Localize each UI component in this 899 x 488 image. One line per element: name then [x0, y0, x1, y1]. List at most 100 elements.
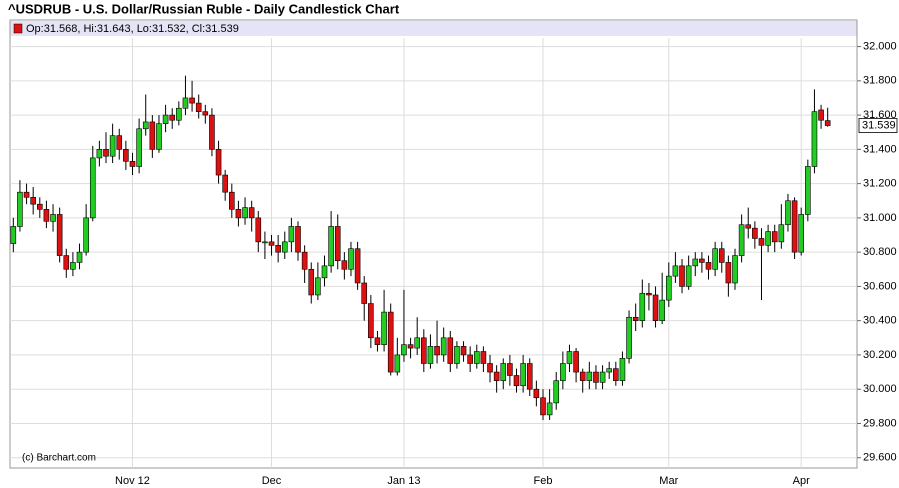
legend-text: Op:31.568, Hi:31.643, Lo:31.532, Cl:31.5… — [26, 23, 239, 35]
candle-body — [235, 209, 242, 219]
candle-body — [454, 346, 460, 364]
candle-body — [447, 337, 454, 364]
candle-body — [679, 265, 685, 287]
candle-body — [745, 224, 752, 229]
candle-body — [785, 200, 791, 226]
candle-body — [685, 265, 692, 287]
candle-body — [752, 227, 758, 239]
candle-body — [560, 363, 566, 381]
candle-body — [646, 292, 652, 296]
candle-body — [23, 191, 30, 198]
candle-body — [248, 207, 255, 219]
candle-body — [195, 102, 202, 112]
candle-body — [262, 241, 268, 244]
watermark: (c) Barchart.com — [22, 453, 96, 464]
candle-body — [791, 200, 798, 253]
candle-body — [434, 346, 440, 356]
candle-body — [308, 268, 315, 296]
legend-swatch — [13, 23, 23, 34]
y-tick-label: 30.800 — [863, 246, 897, 258]
candle-body — [732, 255, 738, 284]
candle-body — [526, 363, 533, 390]
y-tick-label: 31.800 — [863, 75, 897, 87]
candle-body — [222, 174, 228, 193]
candle-body — [758, 238, 765, 246]
candle-body — [209, 114, 215, 150]
candle-body — [665, 275, 672, 301]
candle-body — [613, 368, 619, 381]
candle-body — [593, 371, 599, 383]
candle-body — [573, 351, 579, 373]
candle-body — [374, 337, 381, 345]
candle-body — [520, 363, 526, 387]
y-tick-label: 30.600 — [863, 280, 897, 292]
candle-body — [467, 354, 473, 364]
candle-body — [778, 224, 785, 243]
candle-body — [169, 114, 176, 121]
x-tick-label: Nov 12 — [115, 475, 150, 487]
candle-body — [487, 363, 493, 373]
candle-body — [407, 344, 414, 349]
candle-body — [96, 149, 103, 159]
candle-body — [540, 397, 546, 416]
candle-body — [341, 260, 348, 270]
plot-frame — [9, 19, 858, 469]
last-price-box — [858, 118, 898, 133]
y-tick-label: 30.000 — [863, 383, 897, 395]
candle-body — [182, 97, 189, 109]
grid: 29.600 29.800 30.000 30.200 30.400 30.600 30.8… — [10, 38, 898, 487]
candle-body — [328, 226, 334, 267]
candle-body — [824, 120, 831, 126]
candle-body — [288, 226, 295, 243]
candle-body — [586, 371, 593, 381]
y-tick-label: 31.600 — [863, 109, 897, 121]
candle-body — [639, 292, 646, 321]
candle-body — [699, 258, 705, 263]
candle-body — [712, 248, 718, 270]
candle-body — [368, 303, 374, 339]
candle-body — [427, 346, 434, 364]
x-tick-label: Mar — [659, 475, 678, 487]
candle-body — [692, 258, 699, 267]
y-tick-label: 31.200 — [863, 178, 897, 190]
candle-body — [215, 149, 222, 176]
candle-body — [401, 344, 407, 356]
chart-title: ^USDRUB - U.S. Dollar/Russian Ruble - Da… — [8, 1, 400, 16]
candle-body — [553, 380, 560, 404]
candle-body — [17, 191, 23, 227]
y-tick-label: 32.000 — [863, 40, 897, 52]
candle-body — [295, 226, 301, 253]
x-tick-label: Jan 13 — [387, 475, 420, 487]
candle-body — [103, 149, 109, 157]
candle-body — [268, 241, 275, 246]
x-tick-label: Apr — [793, 475, 810, 487]
candle-body — [387, 311, 394, 373]
candle-body — [579, 371, 586, 381]
candle-body — [56, 214, 63, 256]
candle-body — [315, 277, 321, 296]
candle-body — [599, 371, 606, 383]
candle-body — [89, 157, 96, 219]
candle-body — [765, 231, 771, 246]
candle-body — [242, 207, 248, 219]
candle-body — [162, 114, 169, 124]
y-tick-label: 30.400 — [863, 315, 897, 327]
candle-body — [129, 161, 136, 167]
candle-body — [533, 388, 540, 399]
candle-body — [811, 111, 818, 167]
candle-body — [507, 363, 513, 376]
candle-body — [381, 311, 387, 345]
y-tick-label: 30.200 — [863, 349, 897, 361]
legend-band — [10, 21, 857, 36]
candle-body — [142, 121, 149, 130]
candle-body — [229, 191, 235, 210]
candle-body — [493, 371, 500, 381]
x-tick-label: Dec — [262, 475, 282, 487]
candle-body — [149, 121, 156, 150]
candle-body — [725, 262, 732, 284]
candle-body — [10, 226, 17, 244]
candle-body — [202, 111, 209, 116]
candle-body — [705, 262, 712, 270]
candle-body — [632, 316, 639, 321]
